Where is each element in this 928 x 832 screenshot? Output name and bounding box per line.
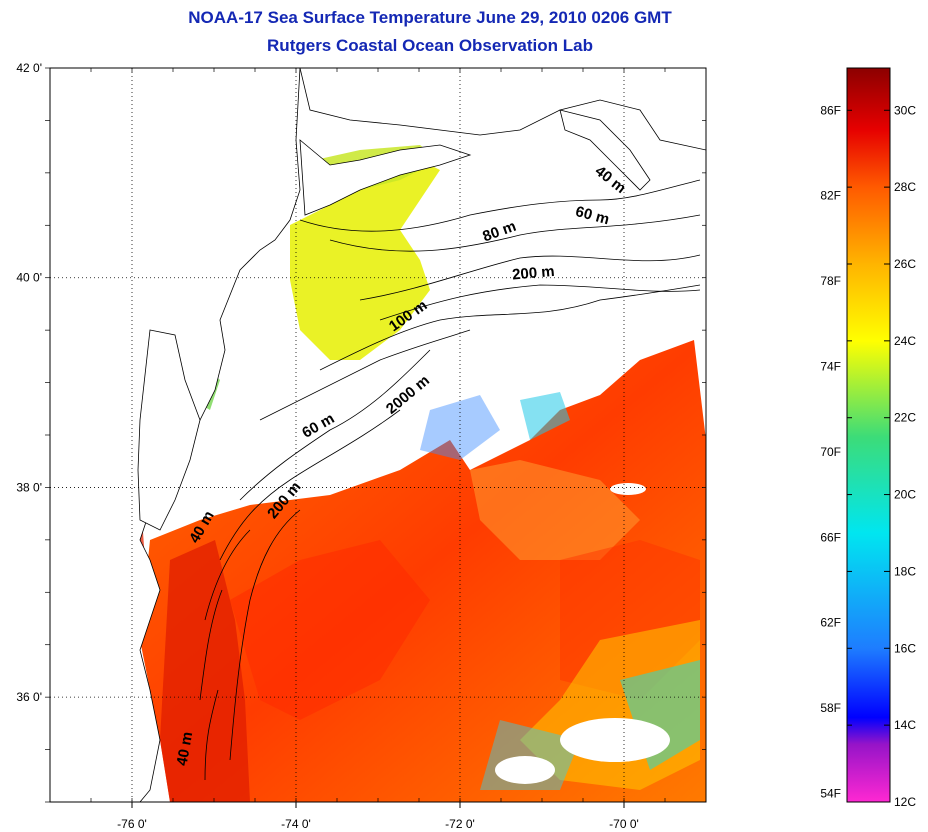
lat-tick-label: 40 0' <box>16 271 42 285</box>
lon-tick-label: -76 0' <box>117 817 147 831</box>
celsius-tick-label: 12C <box>894 795 916 809</box>
lat-tick-label: 38 0' <box>16 480 42 494</box>
lat-tick-label: 36 0' <box>16 690 42 704</box>
celsius-tick-label: 28C <box>894 180 916 194</box>
celsius-tick-label: 22C <box>894 411 916 425</box>
land-delmarva <box>137 329 201 531</box>
fahrenheit-tick-label: 58F <box>820 701 841 715</box>
land-cape-cod <box>559 109 651 191</box>
fahrenheit-tick-label: 66F <box>820 530 841 544</box>
land-new-england <box>299 68 706 151</box>
latitude-ticks: 42 0' 40 0' 38 0' 36 0' <box>16 61 706 803</box>
contour-label: 40 m <box>174 730 197 767</box>
fahrenheit-tick-label: 82F <box>820 189 841 203</box>
sst-hot-band <box>160 540 250 802</box>
colorbar-fahrenheit-ticks: 86F 82F 78F 74F 70F 66F 62F 58F 54F <box>820 103 841 800</box>
contour-label: 200 m <box>511 263 555 284</box>
colorbar: 30C 28C 26C 24C 22C 20C 18C 16C 14C 12C 86F 82F 78F… <box>820 67 916 809</box>
celsius-tick-label: 26C <box>894 257 916 271</box>
fahrenheit-tick-label: 78F <box>820 274 841 288</box>
lon-tick-label: -70 0' <box>609 817 639 831</box>
fahrenheit-tick-label: 74F <box>820 359 841 373</box>
colorbar-gradient <box>846 67 891 803</box>
celsius-tick-label: 20C <box>894 488 916 502</box>
celsius-tick-label: 16C <box>894 641 916 655</box>
sst-shelf-field <box>290 160 440 360</box>
lon-tick-label: -74 0' <box>281 817 311 831</box>
fahrenheit-tick-label: 62F <box>820 616 841 630</box>
longitude-ticks: -76 0' -74 0' -72 0' -70 0' <box>49 68 707 831</box>
lon-tick-label: -72 0' <box>445 817 475 831</box>
celsius-tick-label: 14C <box>894 718 916 732</box>
map-title: NOAA-17 Sea Surface Temperature June 29,… <box>188 8 672 27</box>
celsius-tick-label: 18C <box>894 564 916 578</box>
fahrenheit-tick-label: 70F <box>820 445 841 459</box>
bathymetry-contours <box>199 179 701 781</box>
fahrenheit-tick-label: 86F <box>820 103 841 117</box>
colorbar-celsius-ticks: 30C 28C 26C 24C 22C 20C 18C 16C 14C 12C <box>847 103 916 809</box>
fahrenheit-tick-label: 54F <box>820 786 841 800</box>
celsius-tick-label: 24C <box>894 334 916 348</box>
celsius-tick-label: 30C <box>894 103 916 117</box>
lat-tick-label: 42 0' <box>16 61 42 75</box>
land-long-island <box>299 139 472 216</box>
map-subtitle: Rutgers Coastal Ocean Observation Lab <box>267 36 593 55</box>
